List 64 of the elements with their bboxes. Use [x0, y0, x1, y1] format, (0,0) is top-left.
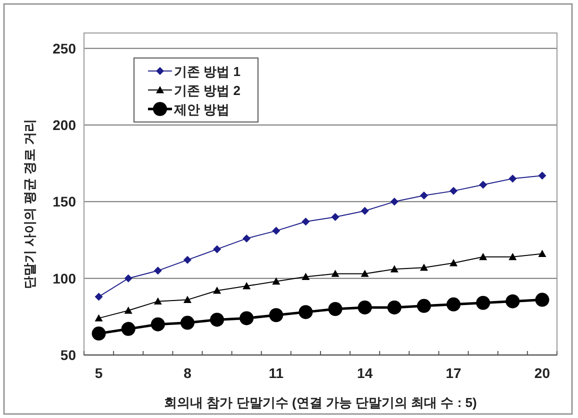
point: [154, 297, 162, 305]
point: [124, 274, 132, 282]
y-tick-label: 50: [60, 347, 76, 363]
x-tick-label: 14: [357, 365, 373, 381]
point: [272, 226, 280, 235]
point: [94, 292, 103, 301]
point: [242, 282, 251, 290]
y-tick-label: 150: [52, 194, 76, 210]
legend-label: 기존 방법 2: [174, 83, 240, 98]
point: [94, 314, 103, 322]
legend-label: 제안 방법: [173, 102, 230, 117]
point: [269, 308, 284, 322]
point: [302, 272, 310, 280]
point: [331, 270, 340, 277]
point: [476, 296, 490, 310]
point: [328, 302, 342, 316]
legend-label: 기존 방법 1: [174, 64, 240, 79]
point: [213, 245, 222, 254]
point: [331, 213, 340, 221]
x-tick-label: 11: [268, 365, 284, 381]
point: [183, 256, 192, 264]
point: [360, 206, 369, 215]
point: [538, 172, 546, 180]
point: [302, 218, 310, 226]
point: [240, 311, 254, 326]
point: [183, 296, 192, 303]
point: [508, 174, 517, 183]
x-axis-title: 회의내 참가 단말기수 (연결 가능 단말기의 최대 수 : 5): [164, 395, 477, 410]
y-axis-title: 단말기 사이의 평균 경로 거리: [22, 118, 37, 290]
point: [121, 322, 136, 336]
point: [420, 264, 428, 271]
point: [92, 326, 106, 341]
x-tick-label: 20: [534, 365, 550, 381]
point: [272, 277, 280, 285]
point: [154, 266, 162, 275]
point: [387, 300, 402, 314]
point: [479, 180, 488, 189]
point: [538, 250, 546, 257]
x-tick-label: 5: [94, 365, 103, 381]
point: [508, 252, 517, 260]
x-tick-label: 17: [446, 365, 462, 381]
point: [450, 259, 458, 266]
x-tick-label: 8: [184, 365, 192, 381]
point: [213, 286, 222, 294]
point: [124, 306, 132, 314]
point: [420, 192, 428, 200]
point: [506, 294, 520, 308]
point: [416, 298, 431, 313]
y-tick-label: 100: [52, 270, 76, 286]
point: [358, 300, 372, 314]
point: [479, 252, 488, 260]
point: [450, 186, 458, 195]
point: [390, 198, 398, 206]
point: [180, 316, 194, 330]
point: [446, 297, 461, 312]
y-tick-label: 250: [52, 40, 76, 56]
point: [390, 265, 398, 272]
point: [298, 305, 313, 320]
point: [150, 317, 165, 332]
point: [242, 234, 251, 242]
point: [210, 312, 224, 327]
point: [535, 292, 550, 307]
point: [360, 270, 369, 277]
y-tick-label: 200: [52, 117, 76, 133]
